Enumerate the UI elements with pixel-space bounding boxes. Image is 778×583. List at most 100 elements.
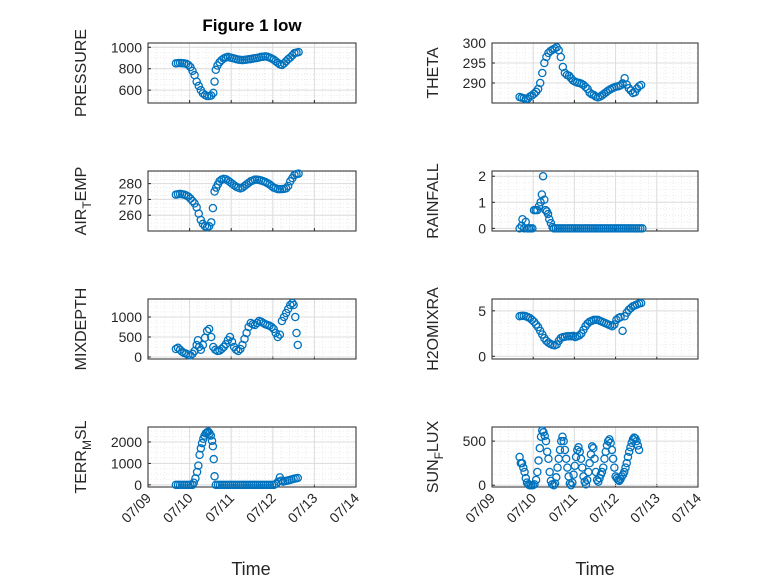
data-point xyxy=(227,337,237,347)
data-point xyxy=(192,340,201,350)
y-axis-label: TERRMSL xyxy=(73,420,94,493)
data-point xyxy=(533,467,542,477)
y-tick-label: 1 xyxy=(478,194,486,210)
data-point xyxy=(197,438,207,448)
data-point xyxy=(608,454,618,464)
data-point xyxy=(279,312,289,322)
x-tick-label: 07/13 xyxy=(627,490,663,526)
plot-area xyxy=(147,170,357,232)
series-markers xyxy=(515,43,646,104)
y-tick-label: 280 xyxy=(119,176,143,192)
data-point xyxy=(534,456,543,465)
data-point xyxy=(575,331,584,340)
data-point xyxy=(538,68,547,78)
data-point xyxy=(607,445,617,455)
data-point xyxy=(556,52,566,62)
series-markers xyxy=(171,169,303,232)
series-markers xyxy=(515,171,647,233)
series-markers xyxy=(515,426,644,490)
series-markers xyxy=(515,298,646,350)
data-point xyxy=(271,328,280,338)
subplot-pressure: 600 800 1000 PRESSURE xyxy=(73,29,357,117)
data-point xyxy=(585,458,594,468)
y-tick-label: 600 xyxy=(119,82,143,98)
data-point xyxy=(555,445,565,455)
data-point xyxy=(617,472,627,481)
data-point xyxy=(252,318,262,328)
data-point xyxy=(207,436,217,446)
x-tick-label: 07/12 xyxy=(243,490,279,526)
x-tick-label: 07/11 xyxy=(202,490,238,526)
data-point xyxy=(621,463,630,472)
data-point xyxy=(211,65,221,75)
data-point xyxy=(632,436,641,446)
data-point xyxy=(210,77,219,86)
plot-area xyxy=(491,298,699,360)
y-tick-label: 800 xyxy=(119,61,143,77)
data-point xyxy=(556,436,566,446)
data-point xyxy=(582,475,592,485)
data-point xyxy=(294,47,303,57)
data-point xyxy=(536,432,546,441)
data-point xyxy=(564,71,574,81)
y-axis-label: THETA xyxy=(425,47,442,99)
data-point xyxy=(517,458,527,468)
data-point xyxy=(620,467,629,477)
data-point xyxy=(210,187,219,196)
data-point xyxy=(550,479,560,488)
data-point xyxy=(531,475,541,485)
data-point xyxy=(196,345,206,355)
data-point xyxy=(561,454,571,464)
data-point xyxy=(576,454,586,464)
data-point xyxy=(192,77,201,86)
data-point xyxy=(194,81,204,91)
data-point xyxy=(569,470,578,479)
data-point xyxy=(206,218,216,227)
data-point xyxy=(206,332,216,342)
data-point xyxy=(610,463,619,472)
data-point xyxy=(624,83,634,93)
data-point xyxy=(581,480,591,489)
axes-box xyxy=(147,42,357,104)
data-point xyxy=(616,81,625,90)
data-point xyxy=(615,476,624,486)
data-point xyxy=(293,473,303,483)
data-point xyxy=(633,441,643,450)
data-point xyxy=(196,444,206,453)
y-tick-label: 5 xyxy=(478,303,486,319)
y-tick-label: 300 xyxy=(463,35,487,51)
y-axis-label: MIXDEPTH xyxy=(73,288,90,371)
data-point xyxy=(540,431,549,441)
x-tick-label: 07/09 xyxy=(118,490,154,526)
data-point xyxy=(281,308,291,318)
data-point xyxy=(217,344,226,354)
y-tick-label: 0 xyxy=(478,477,486,493)
data-point xyxy=(209,88,218,98)
x-tick-label: 07/10 xyxy=(503,490,539,526)
data-point xyxy=(519,463,528,472)
data-point xyxy=(590,454,599,464)
x-tick-label: 07/13 xyxy=(284,490,320,526)
x-tick-label: 07/14 xyxy=(668,490,704,526)
data-point xyxy=(537,190,547,199)
data-point xyxy=(574,443,583,452)
axes-box xyxy=(147,170,357,232)
plot-area xyxy=(147,426,357,488)
data-point xyxy=(616,312,625,322)
y-axis-label: SUNFLUX xyxy=(425,421,446,494)
data-point xyxy=(184,60,193,70)
data-point xyxy=(589,443,598,453)
x-tick-label: 07/10 xyxy=(160,490,196,526)
data-point xyxy=(542,52,551,62)
data-point xyxy=(293,340,303,350)
data-point xyxy=(188,196,197,206)
plot-area xyxy=(147,42,357,104)
y-tick-label: 0 xyxy=(478,220,486,236)
y-tick-label: 260 xyxy=(119,207,143,223)
data-point xyxy=(208,203,218,213)
data-point xyxy=(552,473,561,482)
data-point xyxy=(538,171,548,181)
data-point xyxy=(577,463,587,472)
